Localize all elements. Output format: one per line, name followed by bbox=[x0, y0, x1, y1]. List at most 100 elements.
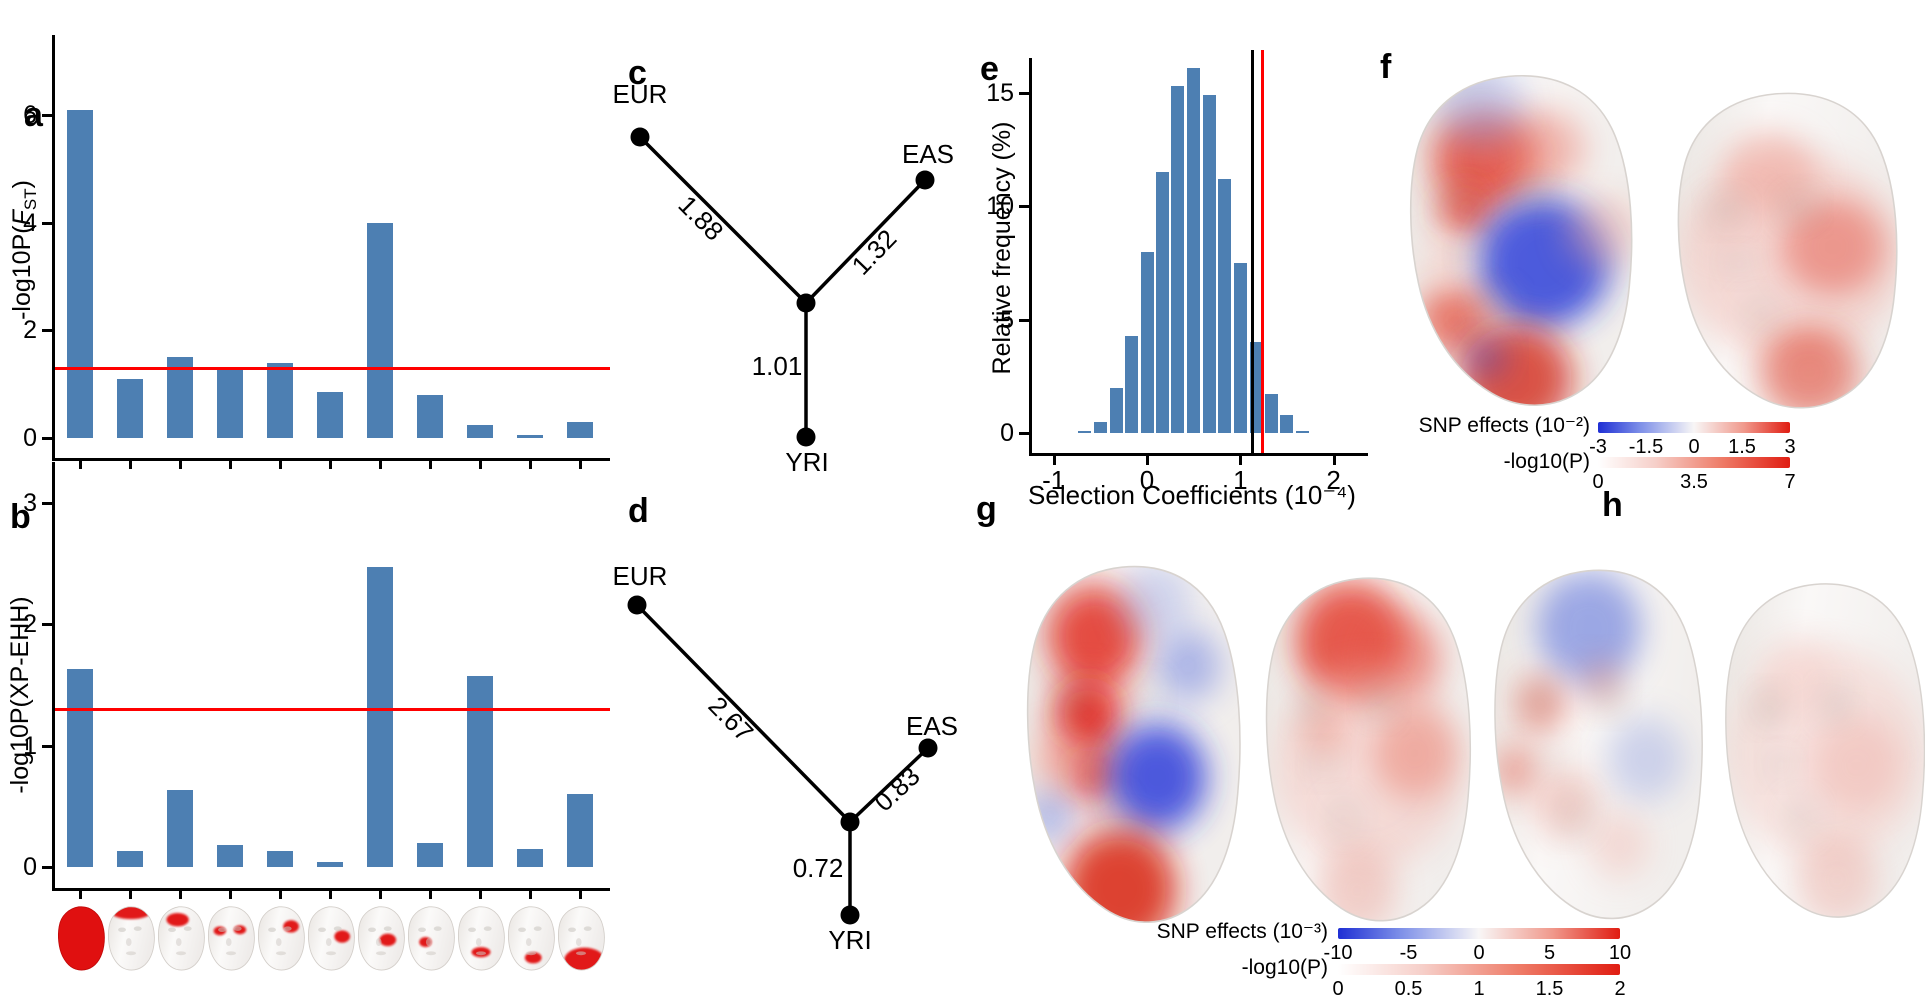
segment-face-whole-face bbox=[53, 896, 109, 982]
y-tick-label-b: 2 bbox=[23, 610, 37, 638]
tree-d-leaf-eur: EUR bbox=[612, 561, 668, 591]
tree-node-yri bbox=[796, 427, 816, 447]
hist-bar-e bbox=[1217, 179, 1231, 433]
x-tick-label-e: 0 bbox=[1139, 465, 1155, 495]
colorbar-tick-f_effects: 1.5 bbox=[1728, 436, 1756, 458]
hist-bar-e bbox=[1203, 95, 1216, 433]
y-tick-e bbox=[1019, 91, 1029, 95]
panel-label-a: a bbox=[24, 96, 43, 134]
x-axis-a bbox=[52, 458, 610, 461]
segment-face-cheek bbox=[353, 896, 409, 982]
segment-face-chin bbox=[503, 896, 559, 982]
y-axis-b bbox=[52, 462, 55, 888]
bar-a-right-cheekbone bbox=[317, 392, 343, 438]
bar-a-nose-side bbox=[417, 394, 443, 438]
tree-node-eas bbox=[918, 738, 938, 758]
panel-label-d: d bbox=[628, 492, 649, 530]
x-tick-e bbox=[1146, 456, 1149, 465]
x-tick-a bbox=[79, 461, 82, 469]
bar-a-eyes bbox=[217, 368, 243, 438]
y-tick-b bbox=[42, 501, 52, 505]
y-axis-a bbox=[52, 35, 55, 458]
panel-label-h: h bbox=[1602, 486, 1623, 524]
y-tick-e bbox=[1019, 205, 1029, 209]
segment-face-lower-jaw bbox=[553, 896, 609, 982]
colorbar-f-p bbox=[1598, 457, 1790, 468]
y-tick-label-a: 0 bbox=[23, 424, 37, 452]
y-tick-label-b: 3 bbox=[23, 488, 37, 517]
y-tick-label-a: 4 bbox=[23, 208, 37, 237]
colorbar-tick-gh_p: 0 bbox=[1332, 978, 1344, 1000]
heatmap-face-f-snp-effects-face bbox=[1382, 66, 1640, 418]
colorbar-gh-effects bbox=[1338, 928, 1620, 939]
y-tick-label-e: 15 bbox=[986, 78, 1014, 107]
heatmap-face-g-snp-effects-face bbox=[1000, 556, 1248, 936]
colorbar-label-gh-p: -log10(P) bbox=[1241, 956, 1328, 979]
x-tick-a bbox=[129, 461, 132, 469]
panel-label-f: f bbox=[1380, 48, 1392, 86]
colorbar-tick-gh_effects: 5 bbox=[1543, 942, 1556, 964]
y-tick-label-a: 6 bbox=[23, 101, 37, 130]
tree-c-leaf-eur: EUR bbox=[612, 79, 668, 109]
x-tick-label-e: -1 bbox=[1042, 465, 1066, 495]
segment-face-nose-side bbox=[403, 896, 459, 982]
colorbar-tick-f_p: 0 bbox=[1592, 471, 1604, 493]
colorbar-tick-gh_effects: 0 bbox=[1473, 942, 1485, 964]
heatmap-face-h-pvalue-face bbox=[1700, 574, 1925, 930]
colorbar-label-gh-effects: SNP effects (10⁻³) bbox=[1156, 920, 1328, 943]
x-tick-e bbox=[1239, 456, 1243, 465]
x-tick-b bbox=[129, 891, 132, 899]
colorbar-tick-f_effects: -3 bbox=[1589, 436, 1607, 458]
bar-b-nose-side bbox=[417, 842, 443, 867]
y-axis-label-b: -log10P(XP-EHH) bbox=[6, 596, 34, 794]
heatmap-face-f-pvalue-face bbox=[1650, 84, 1905, 420]
colorbar-tick-f_p: 3.5 bbox=[1680, 471, 1708, 493]
threshold-line-b bbox=[55, 707, 610, 711]
x-tick-b bbox=[479, 891, 482, 899]
y-tick-e bbox=[1019, 432, 1029, 435]
x-tick-e bbox=[1332, 456, 1336, 465]
x-tick-b bbox=[529, 891, 532, 899]
tree-node-root bbox=[840, 812, 860, 832]
colorbar-f-effects bbox=[1598, 422, 1790, 433]
tree-d-branch-yri: 0.72 bbox=[792, 853, 844, 883]
x-tick-label-e: 2 bbox=[1326, 465, 1341, 495]
colorbar-tick-f_p: 7 bbox=[1784, 471, 1796, 493]
colorbar-tick-gh_p: 2 bbox=[1614, 978, 1626, 1000]
colorbar-tick-gh_effects: -10 bbox=[1323, 942, 1353, 964]
bar-b-chin bbox=[517, 848, 543, 867]
bar-b-eyes bbox=[217, 845, 243, 867]
x-axis-e bbox=[1029, 453, 1368, 456]
x-tick-a bbox=[429, 461, 432, 469]
y-tick-e bbox=[1019, 318, 1029, 322]
y-tick-b bbox=[42, 623, 52, 626]
bar-b-whole-face bbox=[67, 668, 93, 867]
y-tick-label-e: 0 bbox=[1000, 419, 1014, 447]
segment-face-eyes bbox=[203, 896, 259, 982]
y-tick-b bbox=[42, 866, 52, 869]
x-tick-b bbox=[179, 891, 182, 899]
hist-bar-e bbox=[1156, 172, 1170, 433]
bar-a-forehead bbox=[167, 357, 193, 438]
bar-b-lower-jaw bbox=[567, 794, 593, 867]
tree-c-branch-yri: 1.01 bbox=[751, 351, 803, 381]
tree-c-leaf-yri: YRI bbox=[785, 447, 829, 477]
hist-bar-e bbox=[1124, 335, 1138, 433]
colorbar-label-f-effects: SNP effects (10⁻²) bbox=[1418, 414, 1590, 437]
bar-a-lower-jaw bbox=[567, 421, 593, 438]
hist-bar-e bbox=[1187, 68, 1201, 433]
x-tick-label-e: 1 bbox=[1233, 465, 1248, 495]
x-tick-a bbox=[179, 461, 182, 469]
bar-a-chin bbox=[517, 435, 543, 438]
tree-node-eur bbox=[630, 127, 650, 147]
x-tick-a bbox=[479, 461, 482, 469]
heatmap-face-h-snp-effects-face bbox=[1468, 560, 1710, 932]
colorbar-tick-gh_effects: -5 bbox=[1399, 942, 1418, 964]
x-tick-b bbox=[79, 891, 82, 899]
x-tick-a bbox=[579, 461, 582, 469]
observed-line-black bbox=[1250, 50, 1254, 453]
y-tick-label-b: 1 bbox=[23, 731, 37, 760]
x-tick-a bbox=[329, 461, 332, 469]
hist-bar-e bbox=[1109, 387, 1123, 433]
bar-a-right-temple bbox=[267, 362, 293, 438]
